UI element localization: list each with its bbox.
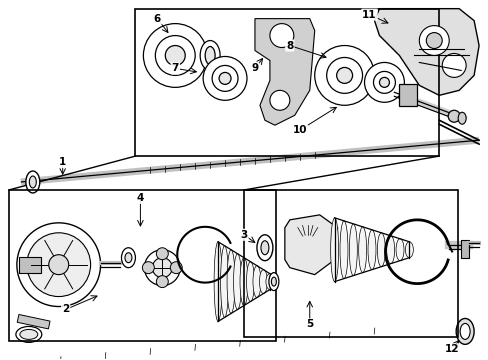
Ellipse shape (259, 270, 267, 293)
Circle shape (269, 90, 289, 110)
Polygon shape (254, 19, 314, 125)
Ellipse shape (20, 329, 38, 339)
Circle shape (364, 62, 404, 102)
Ellipse shape (405, 242, 412, 258)
Ellipse shape (121, 248, 135, 268)
Circle shape (165, 45, 185, 66)
Circle shape (17, 223, 101, 306)
Ellipse shape (261, 241, 268, 255)
Bar (9, 190, 275, 341)
Circle shape (441, 54, 465, 77)
Ellipse shape (214, 242, 222, 321)
Ellipse shape (125, 253, 132, 263)
Text: 7: 7 (171, 63, 179, 73)
Bar (19, 257, 41, 273)
Ellipse shape (252, 266, 261, 298)
Circle shape (219, 72, 230, 84)
Circle shape (212, 66, 238, 91)
Text: 10: 10 (292, 125, 306, 135)
Polygon shape (285, 215, 337, 275)
Bar (17, 315, 50, 329)
Circle shape (269, 24, 293, 48)
Ellipse shape (240, 258, 247, 306)
Text: 2: 2 (62, 305, 69, 315)
Text: 12: 12 (444, 345, 459, 354)
Ellipse shape (367, 230, 375, 270)
Ellipse shape (205, 46, 215, 64)
Circle shape (144, 250, 180, 285)
Circle shape (419, 26, 448, 55)
Bar (399, 84, 416, 106)
Ellipse shape (339, 221, 347, 279)
Text: 6: 6 (153, 14, 161, 24)
Ellipse shape (358, 227, 366, 273)
Circle shape (170, 262, 182, 274)
Ellipse shape (386, 236, 394, 264)
Text: 11: 11 (362, 10, 376, 20)
Text: 5: 5 (305, 319, 313, 329)
Text: 9: 9 (251, 63, 258, 73)
Ellipse shape (268, 273, 278, 291)
Ellipse shape (200, 41, 220, 71)
Text: 1: 1 (59, 157, 66, 167)
Ellipse shape (246, 262, 254, 302)
Ellipse shape (29, 176, 36, 188)
Circle shape (155, 36, 195, 75)
Circle shape (152, 258, 172, 278)
Circle shape (326, 58, 362, 93)
Polygon shape (374, 9, 478, 95)
Circle shape (27, 233, 90, 297)
Ellipse shape (348, 224, 357, 276)
Ellipse shape (457, 112, 465, 124)
Circle shape (379, 77, 388, 87)
Ellipse shape (455, 319, 473, 345)
Circle shape (142, 262, 154, 274)
Text: 3: 3 (240, 230, 247, 240)
Circle shape (447, 110, 459, 122)
Ellipse shape (395, 239, 403, 261)
Ellipse shape (233, 254, 241, 310)
Ellipse shape (265, 274, 273, 289)
Circle shape (336, 67, 352, 84)
Text: 8: 8 (285, 41, 293, 50)
Bar (460, 240, 468, 258)
Ellipse shape (16, 327, 41, 342)
Text: 4: 4 (137, 193, 144, 203)
Ellipse shape (226, 250, 235, 314)
Bar (135, 9, 438, 156)
Ellipse shape (377, 233, 385, 267)
Circle shape (373, 71, 395, 93)
Circle shape (49, 255, 68, 275)
Ellipse shape (271, 277, 276, 286)
Circle shape (156, 248, 168, 260)
Bar (244, 190, 457, 337)
Ellipse shape (220, 246, 228, 318)
Ellipse shape (26, 171, 40, 193)
Circle shape (426, 32, 441, 49)
Ellipse shape (459, 323, 469, 339)
Circle shape (203, 57, 246, 100)
Circle shape (314, 45, 374, 105)
Ellipse shape (330, 218, 338, 282)
Circle shape (143, 24, 207, 87)
Ellipse shape (256, 235, 272, 261)
Circle shape (156, 276, 168, 288)
